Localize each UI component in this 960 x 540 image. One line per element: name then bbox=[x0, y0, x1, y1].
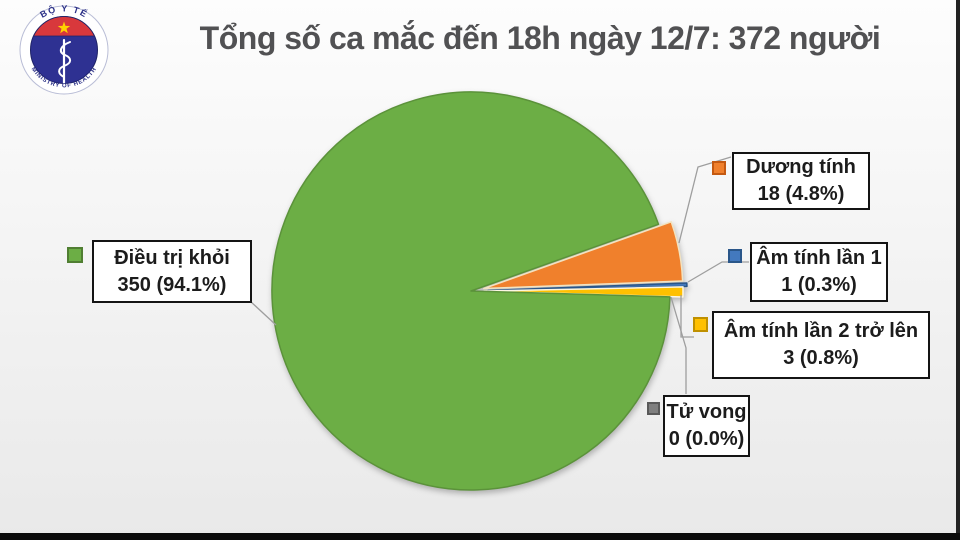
label-deaths-name: Tử vong bbox=[666, 401, 747, 423]
leader-line-negative2 bbox=[680, 295, 694, 338]
pie-slice-recovered bbox=[271, 91, 671, 491]
legend-swatch-recovered bbox=[67, 247, 83, 263]
frame-bottom-bar bbox=[0, 533, 960, 540]
leader-line-deaths bbox=[670, 296, 687, 394]
caduceus-staff-icon bbox=[62, 39, 66, 84]
legend-swatch-negative1 bbox=[728, 249, 742, 263]
label-positive-value: 18 (4.8%) bbox=[757, 183, 845, 205]
label-box-recovered: Điều trị khỏi 350 (94.1%) bbox=[92, 240, 252, 303]
label-box-positive: Dương tính 18 (4.8%) bbox=[732, 152, 870, 210]
label-recovered-value: 350 (94.1%) bbox=[117, 273, 227, 296]
pie-slices-group bbox=[271, 91, 688, 491]
pie-slice-negative2 bbox=[483, 286, 684, 298]
pie-slice-positive bbox=[483, 221, 684, 290]
label-negative1-name: Âm tính lần 1 bbox=[756, 247, 882, 269]
caduceus-snake-icon bbox=[58, 41, 72, 78]
leader-line-positive bbox=[678, 156, 732, 244]
label-negative2-value: 3 (0.8%) bbox=[783, 347, 859, 369]
label-recovered-name: Điều trị khỏi bbox=[114, 246, 230, 269]
label-box-negative2: Âm tính lần 2 trở lên 3 (0.8%) bbox=[712, 311, 930, 379]
frame-right-edge bbox=[956, 0, 960, 540]
legend-swatch-negative2 bbox=[693, 317, 708, 332]
star-icon bbox=[57, 21, 71, 34]
legend-swatch-positive bbox=[712, 161, 726, 175]
leader-line-recovered bbox=[249, 300, 277, 326]
label-negative1-value: 1 (0.3%) bbox=[781, 274, 857, 296]
label-positive-name: Dương tính bbox=[746, 156, 856, 178]
leader-line-negative1 bbox=[687, 261, 749, 283]
label-box-negative1: Âm tính lần 1 1 (0.3%) bbox=[750, 242, 888, 302]
label-box-deaths: Tử vong 0 (0.0%) bbox=[663, 395, 750, 457]
moh-logo: BỘ Y TẾ MINISTRY OF HEALTH bbox=[19, 3, 109, 95]
label-negative2-name: Âm tính lần 2 trở lên bbox=[723, 320, 919, 342]
label-deaths-value: 0 (0.0%) bbox=[668, 428, 745, 450]
legend-swatch-deaths bbox=[647, 402, 660, 415]
pie-slice-negative1 bbox=[487, 282, 688, 292]
page-title: Tổng số ca mắc đến 18h ngày 12/7: 372 ng… bbox=[199, 20, 881, 56]
